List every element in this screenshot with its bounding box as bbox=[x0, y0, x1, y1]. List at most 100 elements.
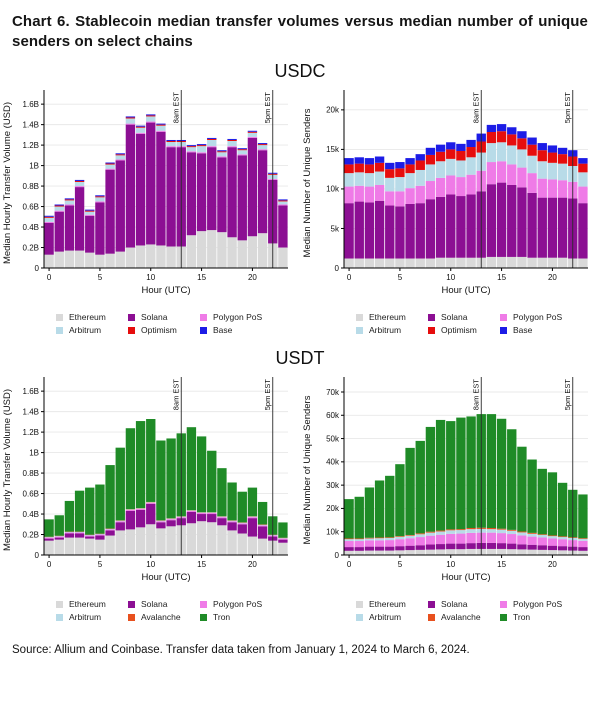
ethereum-bar-segment bbox=[105, 253, 115, 268]
solana-bar-segment bbox=[156, 522, 166, 529]
polygon-pos-bar-segment bbox=[237, 523, 247, 525]
base-bar-segment bbox=[115, 153, 125, 155]
base-bar-segment bbox=[446, 142, 456, 150]
base-bar-segment bbox=[395, 162, 405, 169]
ethereum-bar-segment bbox=[95, 539, 105, 555]
arbitrum-bar-segment bbox=[237, 522, 247, 524]
legend-label: Optimism bbox=[441, 325, 477, 335]
solana-bar-segment bbox=[278, 205, 288, 248]
solana-bar-segment bbox=[527, 192, 537, 258]
optimism-bar-segment bbox=[105, 163, 115, 165]
solana-bar-segment bbox=[44, 538, 54, 541]
ethereum-bar-segment bbox=[486, 256, 497, 268]
solana-bar-segment bbox=[95, 202, 105, 255]
avalanche-bar-segment bbox=[354, 538, 364, 540]
arbitrum-bar-segment bbox=[227, 141, 237, 147]
tron-bar-segment bbox=[217, 468, 227, 517]
arbitrum-bar-segment bbox=[166, 142, 176, 147]
avalanche-bar-segment bbox=[446, 529, 456, 531]
optimism-bar-segment bbox=[364, 164, 375, 174]
arbitrum-bar-segment bbox=[156, 125, 166, 131]
tron-bar-segment bbox=[486, 414, 497, 528]
ethereum-bar-segment bbox=[237, 533, 247, 555]
base-bar-segment bbox=[364, 158, 375, 165]
arbitrum-bar-segment bbox=[146, 116, 156, 122]
polygon-pos-bar-segment bbox=[527, 173, 537, 193]
usdc-volume-legend: Ethereum Solana Polygon PoS Arbitrum Optimis… bbox=[56, 313, 300, 335]
arbitrum-bar-segment bbox=[186, 510, 197, 511]
legend-label: Optimism bbox=[141, 325, 177, 335]
optimism-bar-segment bbox=[257, 144, 268, 146]
ethereum-bar-segment bbox=[247, 536, 258, 555]
usdt-senders-chart: 8am EST 5pm EST 0 10k 20k 30k 40k 50k 60k 70k 0 5 10… bbox=[302, 377, 588, 583]
arbitrum-bar-segment bbox=[74, 181, 85, 187]
avalanche-bar-segment bbox=[578, 538, 588, 539]
polygon-pos-bar-segment bbox=[146, 121, 156, 123]
ethereum-bar-segment bbox=[405, 550, 415, 555]
solana-bar-segment bbox=[247, 137, 258, 237]
x-tick-label: 0 bbox=[47, 560, 52, 569]
optimism-bar-segment bbox=[547, 152, 558, 163]
y-tick-label: 20k bbox=[326, 504, 340, 513]
base-bar-segment bbox=[527, 137, 537, 145]
arbitrum-bar-segment bbox=[115, 155, 125, 160]
ethereum-bar-segment bbox=[456, 257, 466, 268]
arbitrum-bar-segment bbox=[537, 534, 547, 538]
ethereum-bar-segment bbox=[125, 529, 136, 555]
legend-label: Arbitrum bbox=[369, 325, 402, 335]
ethereum-bar-segment bbox=[364, 258, 375, 268]
arbitrum-color-chip bbox=[56, 614, 63, 621]
polygon-pos-bar-segment bbox=[557, 539, 568, 547]
polygon-pos-bar-segment bbox=[415, 185, 425, 204]
polygon-pos-bar-segment bbox=[85, 535, 95, 537]
base-bar-segment bbox=[85, 209, 95, 211]
base-bar-segment bbox=[456, 143, 466, 151]
optimism-bar-segment bbox=[537, 150, 547, 162]
y-tick-label: 0.2B bbox=[23, 243, 39, 252]
y-tick-label: 70k bbox=[326, 388, 340, 397]
ethereum-bar-segment bbox=[166, 246, 176, 268]
ethereum-bar-segment bbox=[156, 528, 166, 555]
polygon-pos-bar-segment bbox=[466, 174, 476, 195]
solana-bar-segment bbox=[537, 545, 547, 550]
arbitrum-bar-segment bbox=[257, 145, 268, 150]
avalanche-bar-segment bbox=[364, 537, 375, 539]
polygon-pos-bar-segment bbox=[44, 221, 54, 223]
ethereum-bar-segment bbox=[395, 258, 405, 268]
arbitrum-bar-segment bbox=[557, 537, 568, 540]
legend-label: Base bbox=[513, 325, 533, 335]
polygon-pos-bar-segment bbox=[247, 517, 258, 519]
usdt-volume-chart: 8am EST 5pm EST 0 0.2B 0.4B 0.6B 0.8B 1B 1.2B 1.4… bbox=[2, 377, 288, 583]
polygon-pos-bar-segment bbox=[156, 130, 166, 132]
solana-bar-segment bbox=[85, 215, 95, 253]
polygon-pos-bar-segment bbox=[364, 540, 375, 547]
tron-bar-segment bbox=[374, 480, 385, 538]
ethereum-bar-segment bbox=[95, 254, 105, 268]
base-bar-segment bbox=[74, 179, 85, 181]
legend-label: Tron bbox=[513, 612, 531, 622]
tron-bar-segment bbox=[257, 501, 268, 525]
tron-bar-segment bbox=[354, 496, 364, 539]
solana-bar-segment bbox=[217, 518, 227, 526]
ethereum-color-chip bbox=[56, 314, 63, 321]
base-bar-segment bbox=[227, 138, 237, 140]
polygon-pos-bar-segment bbox=[496, 161, 507, 183]
solana-bar-segment bbox=[156, 131, 166, 246]
tron-bar-segment bbox=[395, 464, 405, 537]
usdt-section-heading: USDT bbox=[275, 348, 325, 368]
polygon-pos-bar-segment bbox=[64, 204, 75, 206]
ethereum-bar-segment bbox=[54, 539, 64, 555]
ethereum-bar-segment bbox=[425, 258, 436, 268]
y-tick-label: 1.2B bbox=[23, 141, 39, 150]
base-bar-segment bbox=[344, 158, 354, 165]
polygon-pos-bar-segment bbox=[95, 534, 105, 536]
base-bar-segment bbox=[247, 130, 258, 132]
ethereum-bar-segment bbox=[74, 250, 85, 268]
y-tick-label: 30k bbox=[326, 481, 340, 490]
polygon-pos-bar-segment bbox=[74, 532, 85, 534]
polygon-pos-bar-segment bbox=[537, 178, 547, 198]
tron-bar-segment bbox=[64, 500, 75, 532]
solana-bar-segment bbox=[146, 122, 156, 245]
y-tick-label: 1.2B bbox=[23, 428, 39, 437]
usdc-senders-legend: Ethereum Solana Polygon PoS Arbitrum Optimis… bbox=[356, 313, 600, 335]
